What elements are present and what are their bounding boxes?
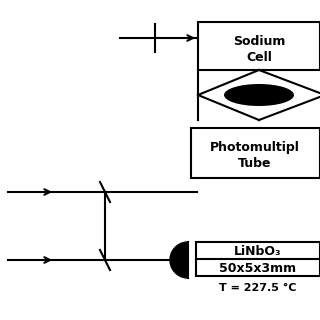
Text: 50x5x3mm: 50x5x3mm <box>220 261 297 275</box>
Bar <box>191 128 320 178</box>
Ellipse shape <box>224 84 294 106</box>
Text: Sodium: Sodium <box>233 35 285 47</box>
Text: Tube: Tube <box>238 156 272 170</box>
Bar <box>198 22 320 70</box>
Text: Cell: Cell <box>246 51 272 63</box>
Text: LiNbO₃: LiNbO₃ <box>234 244 282 258</box>
Polygon shape <box>170 242 188 278</box>
Text: T = 227.5 °C: T = 227.5 °C <box>219 283 297 293</box>
Bar <box>196 242 320 276</box>
Text: Photomultipl: Photomultipl <box>210 140 300 154</box>
